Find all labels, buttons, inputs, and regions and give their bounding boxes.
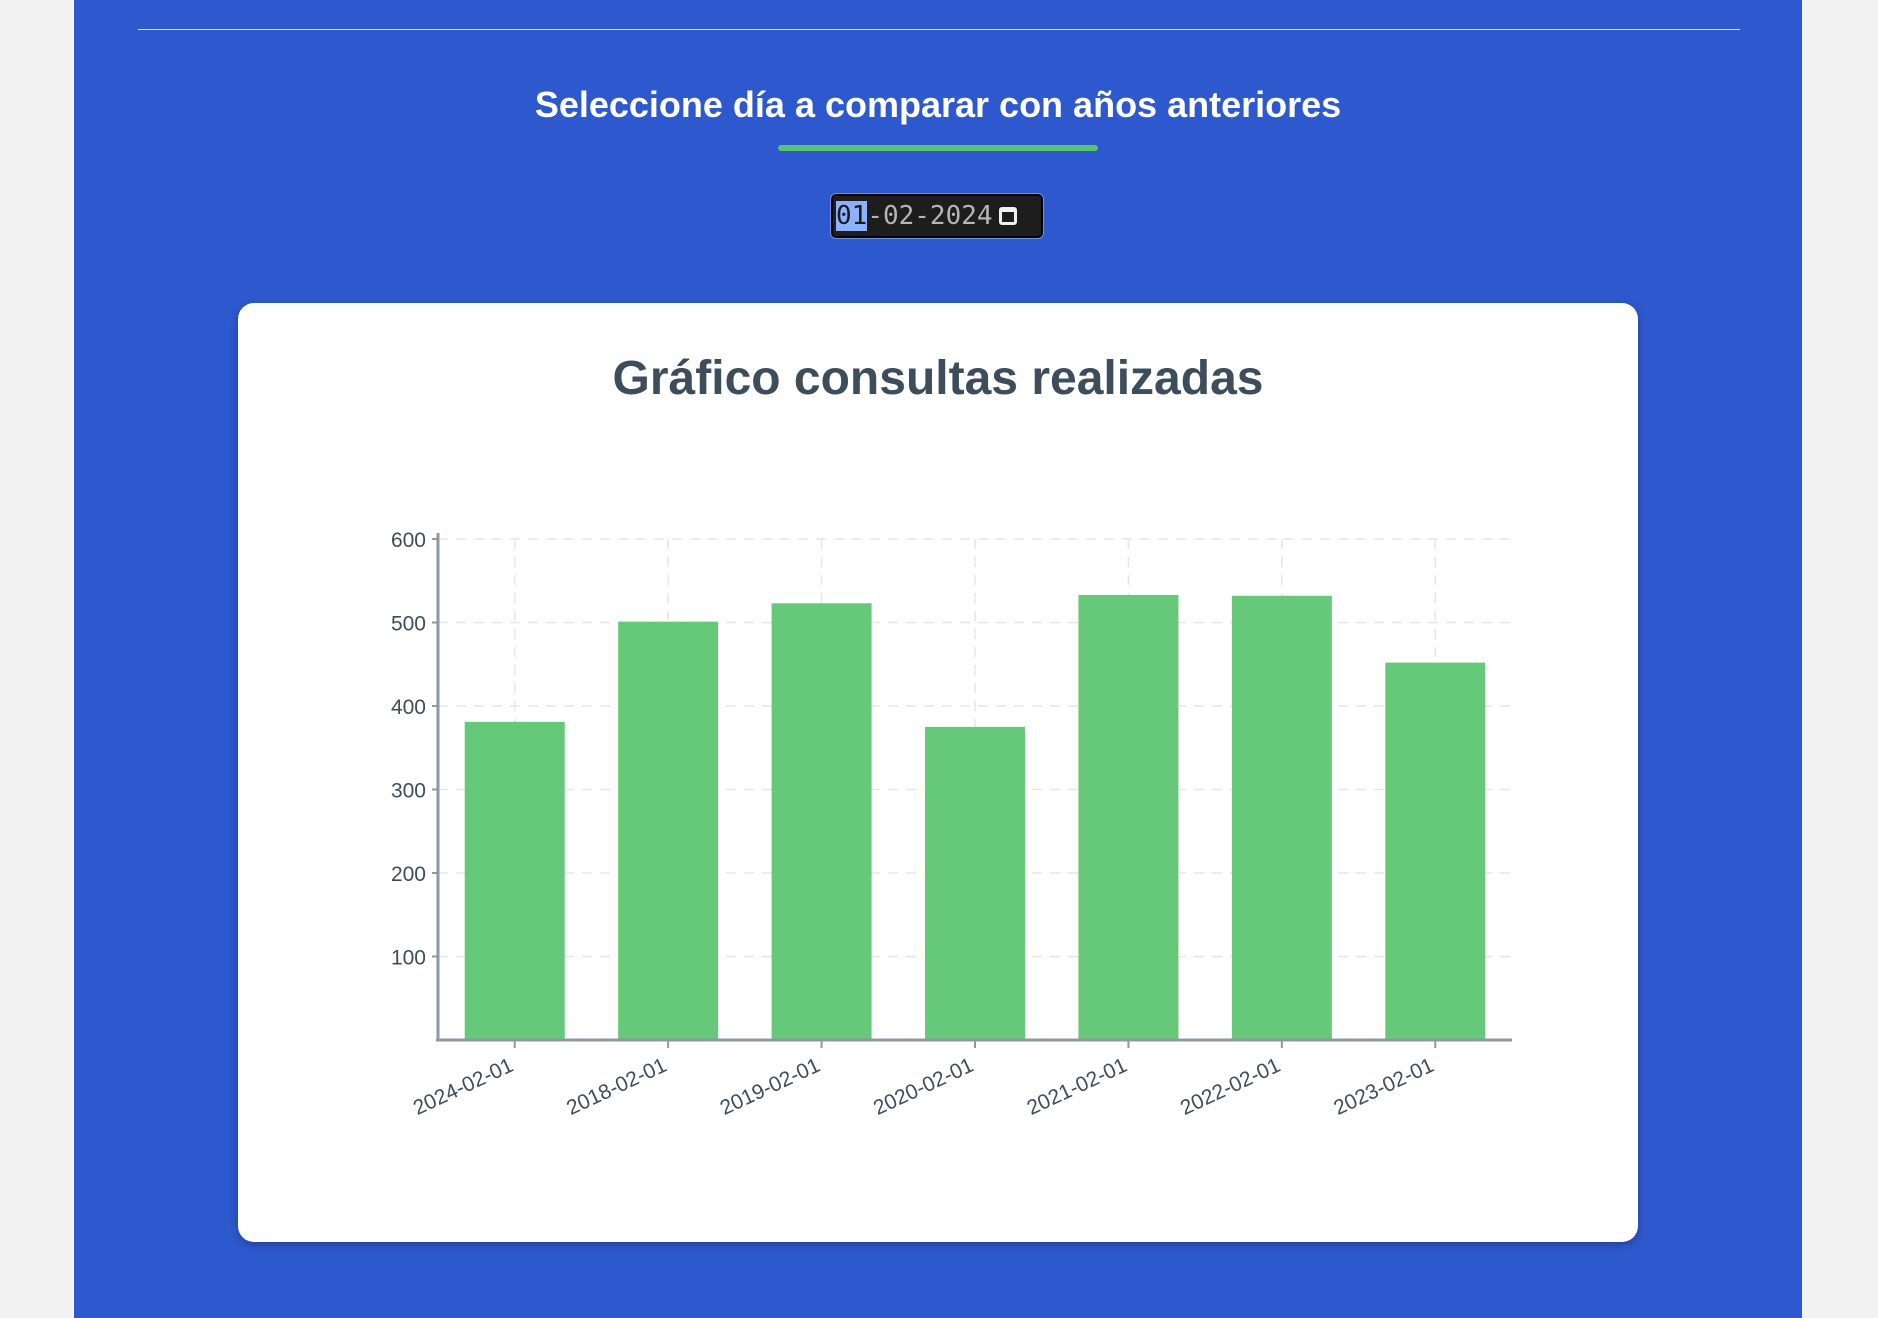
x-tick-label: 2018-02-01 bbox=[563, 1054, 670, 1120]
date-day-segment[interactable]: 01 bbox=[836, 201, 868, 231]
bar bbox=[771, 603, 872, 1040]
chart-card: Gráfico consultas realizadas 100 200 300 40… bbox=[238, 303, 1638, 1242]
x-tick-label: 2023-02-01 bbox=[1330, 1054, 1437, 1120]
chart-title: Gráfico consultas realizadas bbox=[612, 352, 1264, 405]
y-tick-label: 200 bbox=[391, 863, 426, 886]
x-tick-label: 2024-02-01 bbox=[410, 1054, 517, 1120]
bar bbox=[618, 621, 719, 1040]
x-tick-label: 2021-02-01 bbox=[1023, 1054, 1130, 1120]
bar bbox=[1078, 594, 1179, 1040]
x-tick-label: 2022-02-01 bbox=[1177, 1054, 1284, 1120]
top-divider bbox=[138, 29, 1740, 30]
bar-chart: 100 200 300 400 500 600 2024-02-01 2018-02-01 20… bbox=[391, 529, 1512, 1120]
bar bbox=[925, 726, 1025, 1040]
y-tick-label: 500 bbox=[391, 613, 426, 636]
y-tick-label: 100 bbox=[391, 947, 426, 970]
main-panel: Seleccione día a comparar con años anter… bbox=[74, 0, 1802, 1318]
bar bbox=[1231, 595, 1332, 1040]
y-tick-label: 300 bbox=[391, 780, 426, 803]
x-tick-label: 2020-02-01 bbox=[870, 1054, 977, 1120]
bar bbox=[464, 721, 565, 1040]
calendar-icon[interactable] bbox=[998, 207, 1017, 225]
y-tick-label: 400 bbox=[391, 696, 426, 719]
section-title: Seleccione día a comparar con años anter… bbox=[534, 84, 1342, 125]
date-rest-segment[interactable]: -02-2024 bbox=[867, 201, 993, 231]
date-input[interactable]: 01 -02-2024 bbox=[831, 194, 1043, 238]
title-underline bbox=[778, 145, 1098, 151]
x-tick-label: 2019-02-01 bbox=[717, 1054, 824, 1120]
y-tick-label: 600 bbox=[391, 529, 426, 552]
bar bbox=[1385, 662, 1486, 1040]
